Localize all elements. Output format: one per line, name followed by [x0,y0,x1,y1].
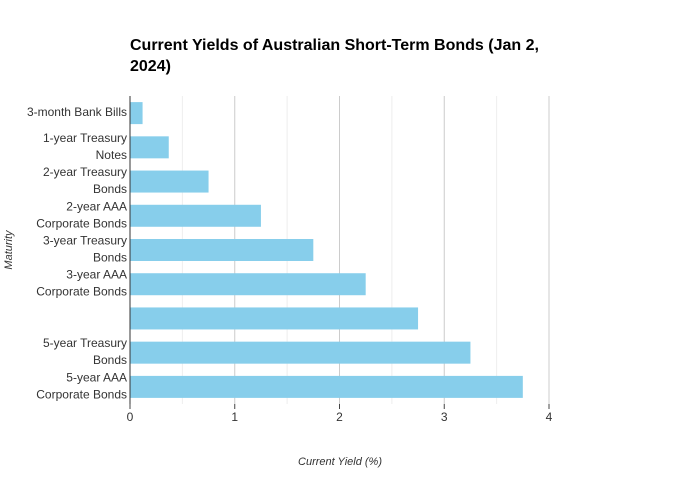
x-tick-label: 3 [441,410,448,424]
bar [130,136,169,159]
x-axis-label: Current Yield (%) [298,456,382,468]
bar [130,102,143,125]
y-tick-label: 5-year Treasury Bonds [43,336,127,367]
bar [130,204,261,227]
bar [130,170,209,193]
bar [130,307,419,330]
y-tick-label: 3-year Treasury Bonds [43,234,127,265]
y-tick-label: 2-year AAA Corporate Bonds [36,199,127,230]
chart-title: Current Yields of Australian Short-Term … [130,37,539,75]
x-tick-label: 4 [546,410,553,424]
bar [130,375,523,398]
y-tick-label: 1-year Treasury Notes [43,131,127,162]
x-tick-label: 1 [231,410,238,424]
y-tick-label: 3-month Bank Bills [27,105,127,119]
bar [130,341,471,364]
y-tick-label: 5-year AAA Corporate Bonds [36,371,127,402]
bar [130,239,314,261]
x-tick-label: 2 [336,410,343,424]
y-tick-label: 2-year Treasury Bonds [43,165,127,196]
bar [130,273,366,296]
x-tick-label: 0 [127,410,134,424]
y-axis-label: Maturity [3,229,15,270]
y-tick-label: 3-year AAA Corporate Bonds [36,268,127,299]
